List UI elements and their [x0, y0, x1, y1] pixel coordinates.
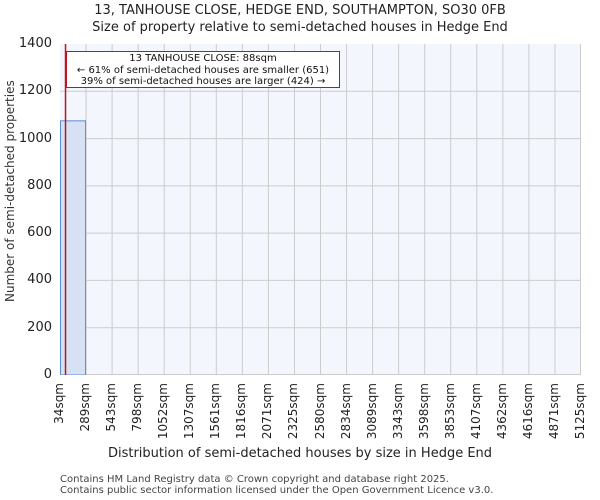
x-tick-label: 2834sqm — [338, 383, 353, 440]
x-tick-label: 1052sqm — [156, 383, 171, 440]
histogram-bar — [60, 120, 87, 375]
x-tick-label: 3853sqm — [442, 383, 457, 440]
x-tick-label: 1307sqm — [182, 383, 197, 440]
x-tick-label: 3343sqm — [390, 383, 405, 440]
y-tick-label: 400 — [27, 272, 52, 288]
x-tick-label: 4871sqm — [546, 383, 561, 440]
x-tick-label: 2071sqm — [260, 383, 275, 440]
x-tick-label: 2580sqm — [312, 383, 327, 440]
x-tick-label: 1561sqm — [208, 383, 223, 440]
y-tick-label: 1200 — [18, 83, 52, 99]
x-tick-label: 2325sqm — [286, 383, 301, 440]
y-tick-label: 1400 — [18, 36, 52, 51]
x-tick-label: 34sqm — [52, 383, 66, 424]
annotation-line-3: 39% of semi-detached houses are larger (… — [80, 76, 326, 87]
x-tick-label: 5125sqm — [573, 383, 587, 440]
x-tick-label: 289sqm — [78, 383, 93, 432]
annotation-line-2: ← 61% of semi-detached houses are smalle… — [76, 64, 330, 76]
y-tick-label: 800 — [27, 177, 52, 193]
chart-subtitle: Size of property relative to semi-detach… — [92, 20, 508, 35]
y-tick-label: 600 — [27, 225, 52, 241]
x-tick-label: 4107sqm — [468, 383, 483, 440]
x-tick-label: 4616sqm — [520, 383, 535, 440]
x-axis-title: Distribution of semi-detached houses by … — [107, 446, 493, 461]
footer-licence: Contains public sector information licen… — [60, 485, 494, 496]
bar-chart — [60, 44, 581, 375]
y-axis-title: Number of semi-detached properties — [3, 80, 17, 302]
x-tick-label: 798sqm — [130, 383, 145, 432]
x-tick-label: 3089sqm — [364, 383, 379, 440]
chart-title: 13, TANHOUSE CLOSE, HEDGE END, SOUTHAMPT… — [94, 3, 506, 18]
annotation-box: 13 TANHOUSE CLOSE: 88sqm ← 61% of semi-d… — [66, 51, 340, 88]
y-tick-label: 0 — [43, 367, 52, 382]
x-tick-label: 543sqm — [104, 383, 119, 432]
footer-copyright: Contains HM Land Registry data © Crown c… — [60, 474, 449, 485]
annotation-line-1: 13 TANHOUSE CLOSE: 88sqm — [129, 53, 277, 64]
plot-area: 13 TANHOUSE CLOSE: 88sqm ← 61% of semi-d… — [60, 44, 581, 375]
x-tick-label: 1816sqm — [234, 383, 249, 440]
y-tick-label: 1000 — [18, 130, 52, 146]
x-tick-label: 4362sqm — [494, 383, 509, 440]
y-tick-label: 200 — [27, 319, 52, 335]
x-tick-label: 3598sqm — [416, 383, 431, 440]
